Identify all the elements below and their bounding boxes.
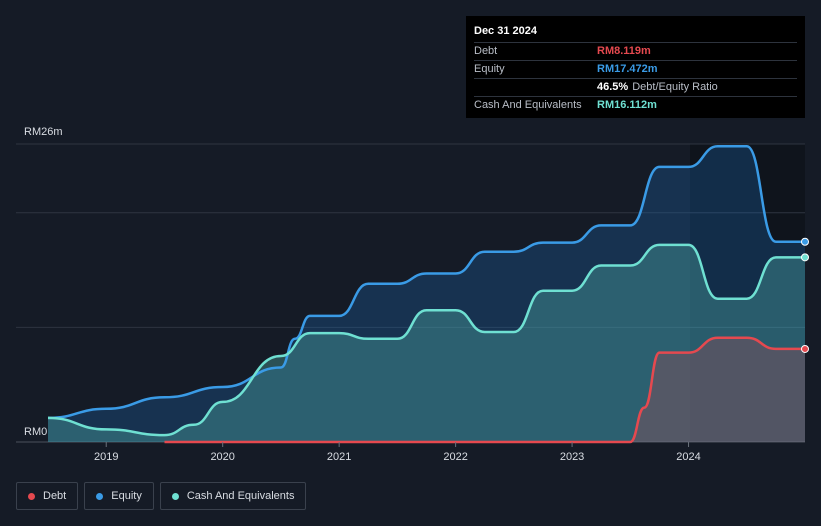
equity-line [47,145,805,420]
debt-line [164,336,805,444]
cash-and-equivalents-end-marker [801,253,809,262]
tooltip-row: Cash And Equivalents RM16.112m [474,96,797,114]
equity-end-marker [801,237,809,246]
legend-item-cash-and-equivalents[interactable]: Cash And Equivalents [159,482,307,510]
y-axis-zero-label: RM0 [24,426,47,438]
cash-and-equivalents-area [48,244,805,442]
y-axis-top-label: RM26m [24,126,63,138]
legend: Debt Equity Cash And Equivalents [16,482,307,510]
debt-area [164,337,805,442]
tooltip-row: Equity RM17.472m [474,60,797,78]
legend-label: Debt [43,490,67,502]
legend-label: Cash And Equivalents [186,490,295,502]
tooltip-panel: Dec 31 2024 Debt RM8.119m Equity RM17.472m 4… [466,16,805,118]
tooltip-row-value: RM8.119m [597,45,651,57]
x-tick-label: 2024 [676,451,700,463]
tooltip-row-label: Equity [474,63,505,75]
tooltip-row-suffix: Debt/Equity Ratio [632,81,718,93]
legend-dot-icon [96,492,104,500]
x-tick-label: 2021 [327,451,351,463]
tooltip-row: Debt RM8.119m [474,42,797,60]
cash-and-equivalents-line [47,243,805,437]
legend-dot-icon [171,492,179,500]
tooltip-row-label [474,79,597,96]
x-tick-label: 2023 [560,451,584,463]
tooltip-row-value: RM17.472m [597,63,658,75]
tooltip-date: Dec 31 2024 [474,25,537,37]
equity-area [48,146,805,443]
x-tick-label: 2019 [94,451,118,463]
tooltip-row: 46.5% Debt/Equity Ratio [474,78,797,96]
legend-item-equity[interactable]: Equity [84,482,154,510]
tooltip-row-value: 46.5% [597,81,629,93]
x-tick-label: 2020 [210,451,234,463]
legend-dot-icon [28,492,35,500]
debt-end-marker [801,344,809,353]
x-tick-label: 2022 [443,451,467,463]
legend-label: Equity [111,490,142,502]
tooltip-row-label: Debt [474,45,498,57]
tooltip-row-value: RM16.112m [597,99,657,111]
legend-item-debt[interactable]: Debt [16,482,79,510]
tooltip-row-label: Cash And Equivalents [474,99,582,111]
